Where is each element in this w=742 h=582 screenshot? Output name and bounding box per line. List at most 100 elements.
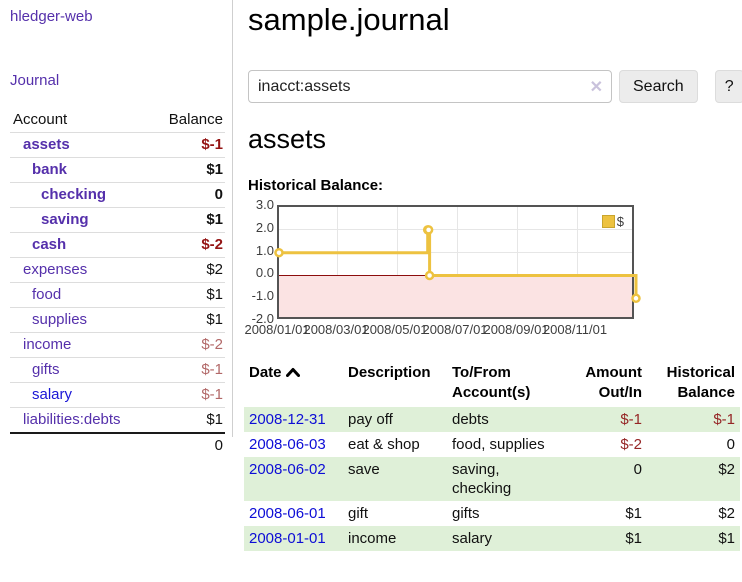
account-row: gifts $-1 <box>10 357 225 383</box>
chart-legend: $ <box>601 214 624 229</box>
y-tick-label: -2.0 <box>251 311 274 326</box>
account-link-salary[interactable]: salary <box>32 386 73 403</box>
transaction-date-link[interactable]: 2008-06-02 <box>249 461 326 478</box>
column-header-date[interactable]: Date <box>244 360 343 407</box>
gridline <box>397 207 398 317</box>
account-link-income[interactable]: income <box>23 336 72 353</box>
chart-heading: Historical Balance: <box>248 177 384 194</box>
account-balance: $1 <box>150 207 225 233</box>
account-row: checking 0 <box>10 182 225 208</box>
account-row: bank $1 <box>10 157 225 183</box>
account-row: cash $-2 <box>10 232 225 258</box>
y-tick-label: 1.0 <box>255 243 274 258</box>
transaction-accounts: gifts <box>452 505 480 522</box>
account-balance: $-1 <box>150 132 225 158</box>
account-balance: $1 <box>150 282 225 308</box>
x-tick-label: 2008/09/01 <box>483 322 549 337</box>
gridline <box>279 229 632 230</box>
transaction-description: eat & shop <box>348 436 420 453</box>
account-link-gifts[interactable]: gifts <box>32 361 60 378</box>
search-form: ✕ Search ? <box>248 70 742 103</box>
gridline <box>337 207 338 317</box>
y-tick-label: -1.0 <box>251 288 274 303</box>
page-title: sample.journal <box>248 2 450 37</box>
negative-region <box>279 276 632 317</box>
register-row: 2008-01-01 income salary $1 $1 <box>244 526 740 551</box>
account-balance-table: Account Balance assets $-1 bank $1 check… <box>10 108 225 458</box>
legend-swatch <box>601 215 615 228</box>
account-link-bank[interactable]: bank <box>32 161 68 178</box>
sidebar-item-journal[interactable]: Journal <box>10 72 60 89</box>
register-row: 2008-06-01 gift gifts $1 $2 <box>244 501 740 526</box>
account-link-saving[interactable]: saving <box>41 211 89 228</box>
column-header-balance: Balance <box>168 111 223 128</box>
y-tick-label: 0.0 <box>255 265 274 280</box>
account-link-liabilities-debts[interactable]: liabilities:debts <box>23 411 121 428</box>
transaction-amount: $-1 <box>559 407 647 432</box>
date-header-label: Date <box>249 364 282 381</box>
account-balance: $1 <box>150 407 225 433</box>
account-balance: $1 <box>150 157 225 183</box>
column-header-account: Account <box>13 111 68 128</box>
balance-line-series <box>274 225 641 304</box>
x-tick-label: 2008/11/01 <box>542 322 608 337</box>
transaction-description: pay off <box>343 407 447 432</box>
account-link-expenses[interactable]: expenses <box>23 261 88 278</box>
transaction-description: save <box>343 457 447 501</box>
account-link-assets[interactable]: assets <box>23 136 70 153</box>
account-balance: $1 <box>150 307 225 333</box>
gridline <box>279 252 632 253</box>
transaction-accounts: food, supplies <box>452 436 545 453</box>
transaction-balance: $2 <box>647 457 740 501</box>
help-button[interactable]: ? <box>714 70 742 103</box>
x-tick-label: 2008/07/01 <box>422 322 488 337</box>
transaction-amount: $1 <box>625 505 642 522</box>
register-table: Date Description To/From Account(s) Amou… <box>244 360 740 551</box>
account-table-header: Account Balance <box>10 108 225 133</box>
account-balance: $-1 <box>150 382 225 408</box>
search-input[interactable] <box>248 70 612 103</box>
search-button[interactable]: Search <box>619 70 698 103</box>
transaction-date-link[interactable]: 2008-06-01 <box>249 505 326 522</box>
account-heading: assets <box>248 124 327 154</box>
account-row: supplies $1 <box>10 307 225 333</box>
transaction-balance: 0 <box>726 436 735 453</box>
account-link-food[interactable]: food <box>32 286 62 303</box>
register-row: 2008-12-31 pay off debts $-1 $-1 <box>244 407 740 432</box>
account-link-cash[interactable]: cash <box>32 236 67 253</box>
transaction-date-link[interactable]: 2008-06-03 <box>249 436 326 453</box>
y-tick-label: 2.0 <box>255 220 274 235</box>
sort-ascending-icon <box>285 363 300 383</box>
account-row: salary $-1 <box>10 382 225 408</box>
transaction-amount: $-2 <box>620 436 642 453</box>
account-row: food $1 <box>10 282 225 308</box>
legend-label: $ <box>616 214 624 229</box>
transaction-amount: 0 <box>559 457 647 501</box>
account-total-row: 0 <box>10 432 225 458</box>
brand-link[interactable]: hledger-web <box>10 8 93 25</box>
column-header-balance: Historical Balance <box>666 364 735 401</box>
account-link-supplies[interactable]: supplies <box>32 311 88 328</box>
account-balance: 0 <box>150 182 225 208</box>
account-balance: $-2 <box>150 332 225 358</box>
account-row: expenses $2 <box>10 257 225 283</box>
x-tick-label: 2008/05/01 <box>362 322 428 337</box>
register-row: 2008-06-03 eat & shop food, supplies $-2… <box>244 432 740 457</box>
transaction-balance: $-1 <box>647 407 740 432</box>
accounts-total: 0 <box>150 432 225 458</box>
gridline <box>517 207 518 317</box>
account-link-checking[interactable]: checking <box>41 186 107 203</box>
transaction-date-link[interactable]: 2008-12-31 <box>249 411 326 428</box>
register-row: 2008-06-02 save saving, checking 0 $2 <box>244 457 740 501</box>
account-row: assets $-1 <box>10 132 225 158</box>
main-content: sample.journal ✕ Search ? assets Histori… <box>244 0 742 551</box>
clear-search-icon[interactable]: ✕ <box>589 79 603 96</box>
x-tick-label: 2008/01/01 <box>244 322 310 337</box>
column-header-accounts: To/From Account(s) <box>452 364 531 401</box>
account-row: income $-2 <box>10 332 225 358</box>
transaction-date-link[interactable]: 2008-01-01 <box>249 530 326 547</box>
transaction-accounts: saving, checking <box>447 457 559 501</box>
historical-balance-chart: 3.0 2.0 1.0 0.0 -1.0 -2.0 $ <box>244 197 742 340</box>
account-balance: $-2 <box>150 232 225 258</box>
